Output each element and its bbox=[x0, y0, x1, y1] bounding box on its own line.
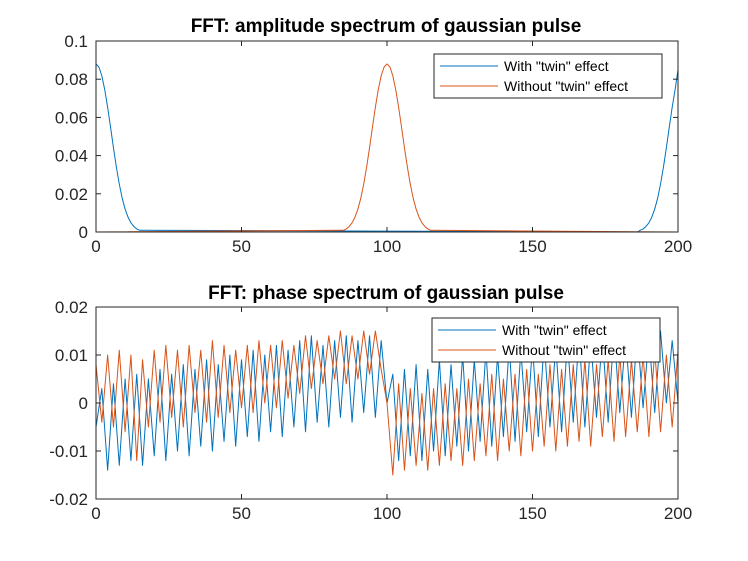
amplitude-ytick-label: 0 bbox=[79, 223, 88, 242]
amplitude-legend-label-1: Without "twin" effect bbox=[504, 78, 628, 94]
amplitude-xtick-label: 50 bbox=[232, 237, 251, 256]
amplitude-ytick-label: 0.1 bbox=[64, 32, 88, 51]
phase-xtick-label: 50 bbox=[232, 504, 251, 523]
phase-xtick-label: 0 bbox=[91, 504, 100, 523]
phase-legend-label-1: Without "twin" effect bbox=[502, 342, 626, 358]
amplitude-ytick-label: 0.04 bbox=[55, 147, 88, 166]
phase-chart-title: FFT: phase spectrum of gaussian pulse bbox=[208, 283, 564, 304]
phase-ytick-label: 0.01 bbox=[55, 346, 88, 365]
amplitude-ytick-label: 0.08 bbox=[55, 70, 88, 89]
amplitude-xtick-label: 200 bbox=[664, 237, 692, 256]
phase-xtick-label: 100 bbox=[373, 504, 401, 523]
phase-ytick-label: -0.02 bbox=[49, 490, 88, 509]
amplitude-ytick-label: 0.06 bbox=[55, 108, 88, 127]
amplitude-plot-area: 0 50 100 150 200 0 0.02 0.04 0.06 0.08 0.1 With "tw… bbox=[55, 32, 692, 256]
amplitude-series-line-1 bbox=[95, 63, 679, 233]
phase-legend: With "twin" effect Without "twin" effect bbox=[431, 317, 661, 363]
amplitude-legend-box bbox=[433, 53, 663, 99]
amplitude-chart-title: FFT: amplitude spectrum of gaussian puls… bbox=[191, 16, 582, 37]
amplitude-legend: With "twin" effect Without "twin" effect bbox=[433, 53, 663, 99]
amplitude-spectrum-chart: FFT: amplitude spectrum of gaussian puls… bbox=[55, 16, 692, 256]
phase-ytick-label: -0.01 bbox=[49, 442, 88, 461]
phase-ytick-label: 0.02 bbox=[55, 298, 88, 317]
amplitude-series-line-0 bbox=[95, 63, 679, 233]
phase-xtick-label: 150 bbox=[518, 504, 546, 523]
phase-legend-label-0: With "twin" effect bbox=[502, 322, 607, 338]
phase-xtick-label: 200 bbox=[664, 504, 692, 523]
amplitude-ytick-label: 0.02 bbox=[55, 185, 88, 204]
phase-legend-box bbox=[431, 317, 661, 363]
phase-ytick-label: 0 bbox=[79, 394, 88, 413]
amplitude-legend-label-0: With "twin" effect bbox=[504, 58, 609, 74]
amplitude-xtick-label: 100 bbox=[373, 237, 401, 256]
phase-plot-area: 0 50 100 150 200 -0.02 -0.01 0 0.01 0.02 With "twi… bbox=[49, 298, 692, 523]
phase-series-line-1 bbox=[95, 330, 679, 476]
amplitude-xtick-label: 150 bbox=[518, 237, 546, 256]
amplitude-xtick-label: 0 bbox=[91, 237, 100, 256]
phase-spectrum-chart: FFT: phase spectrum of gaussian pulse 0 5… bbox=[49, 283, 692, 523]
